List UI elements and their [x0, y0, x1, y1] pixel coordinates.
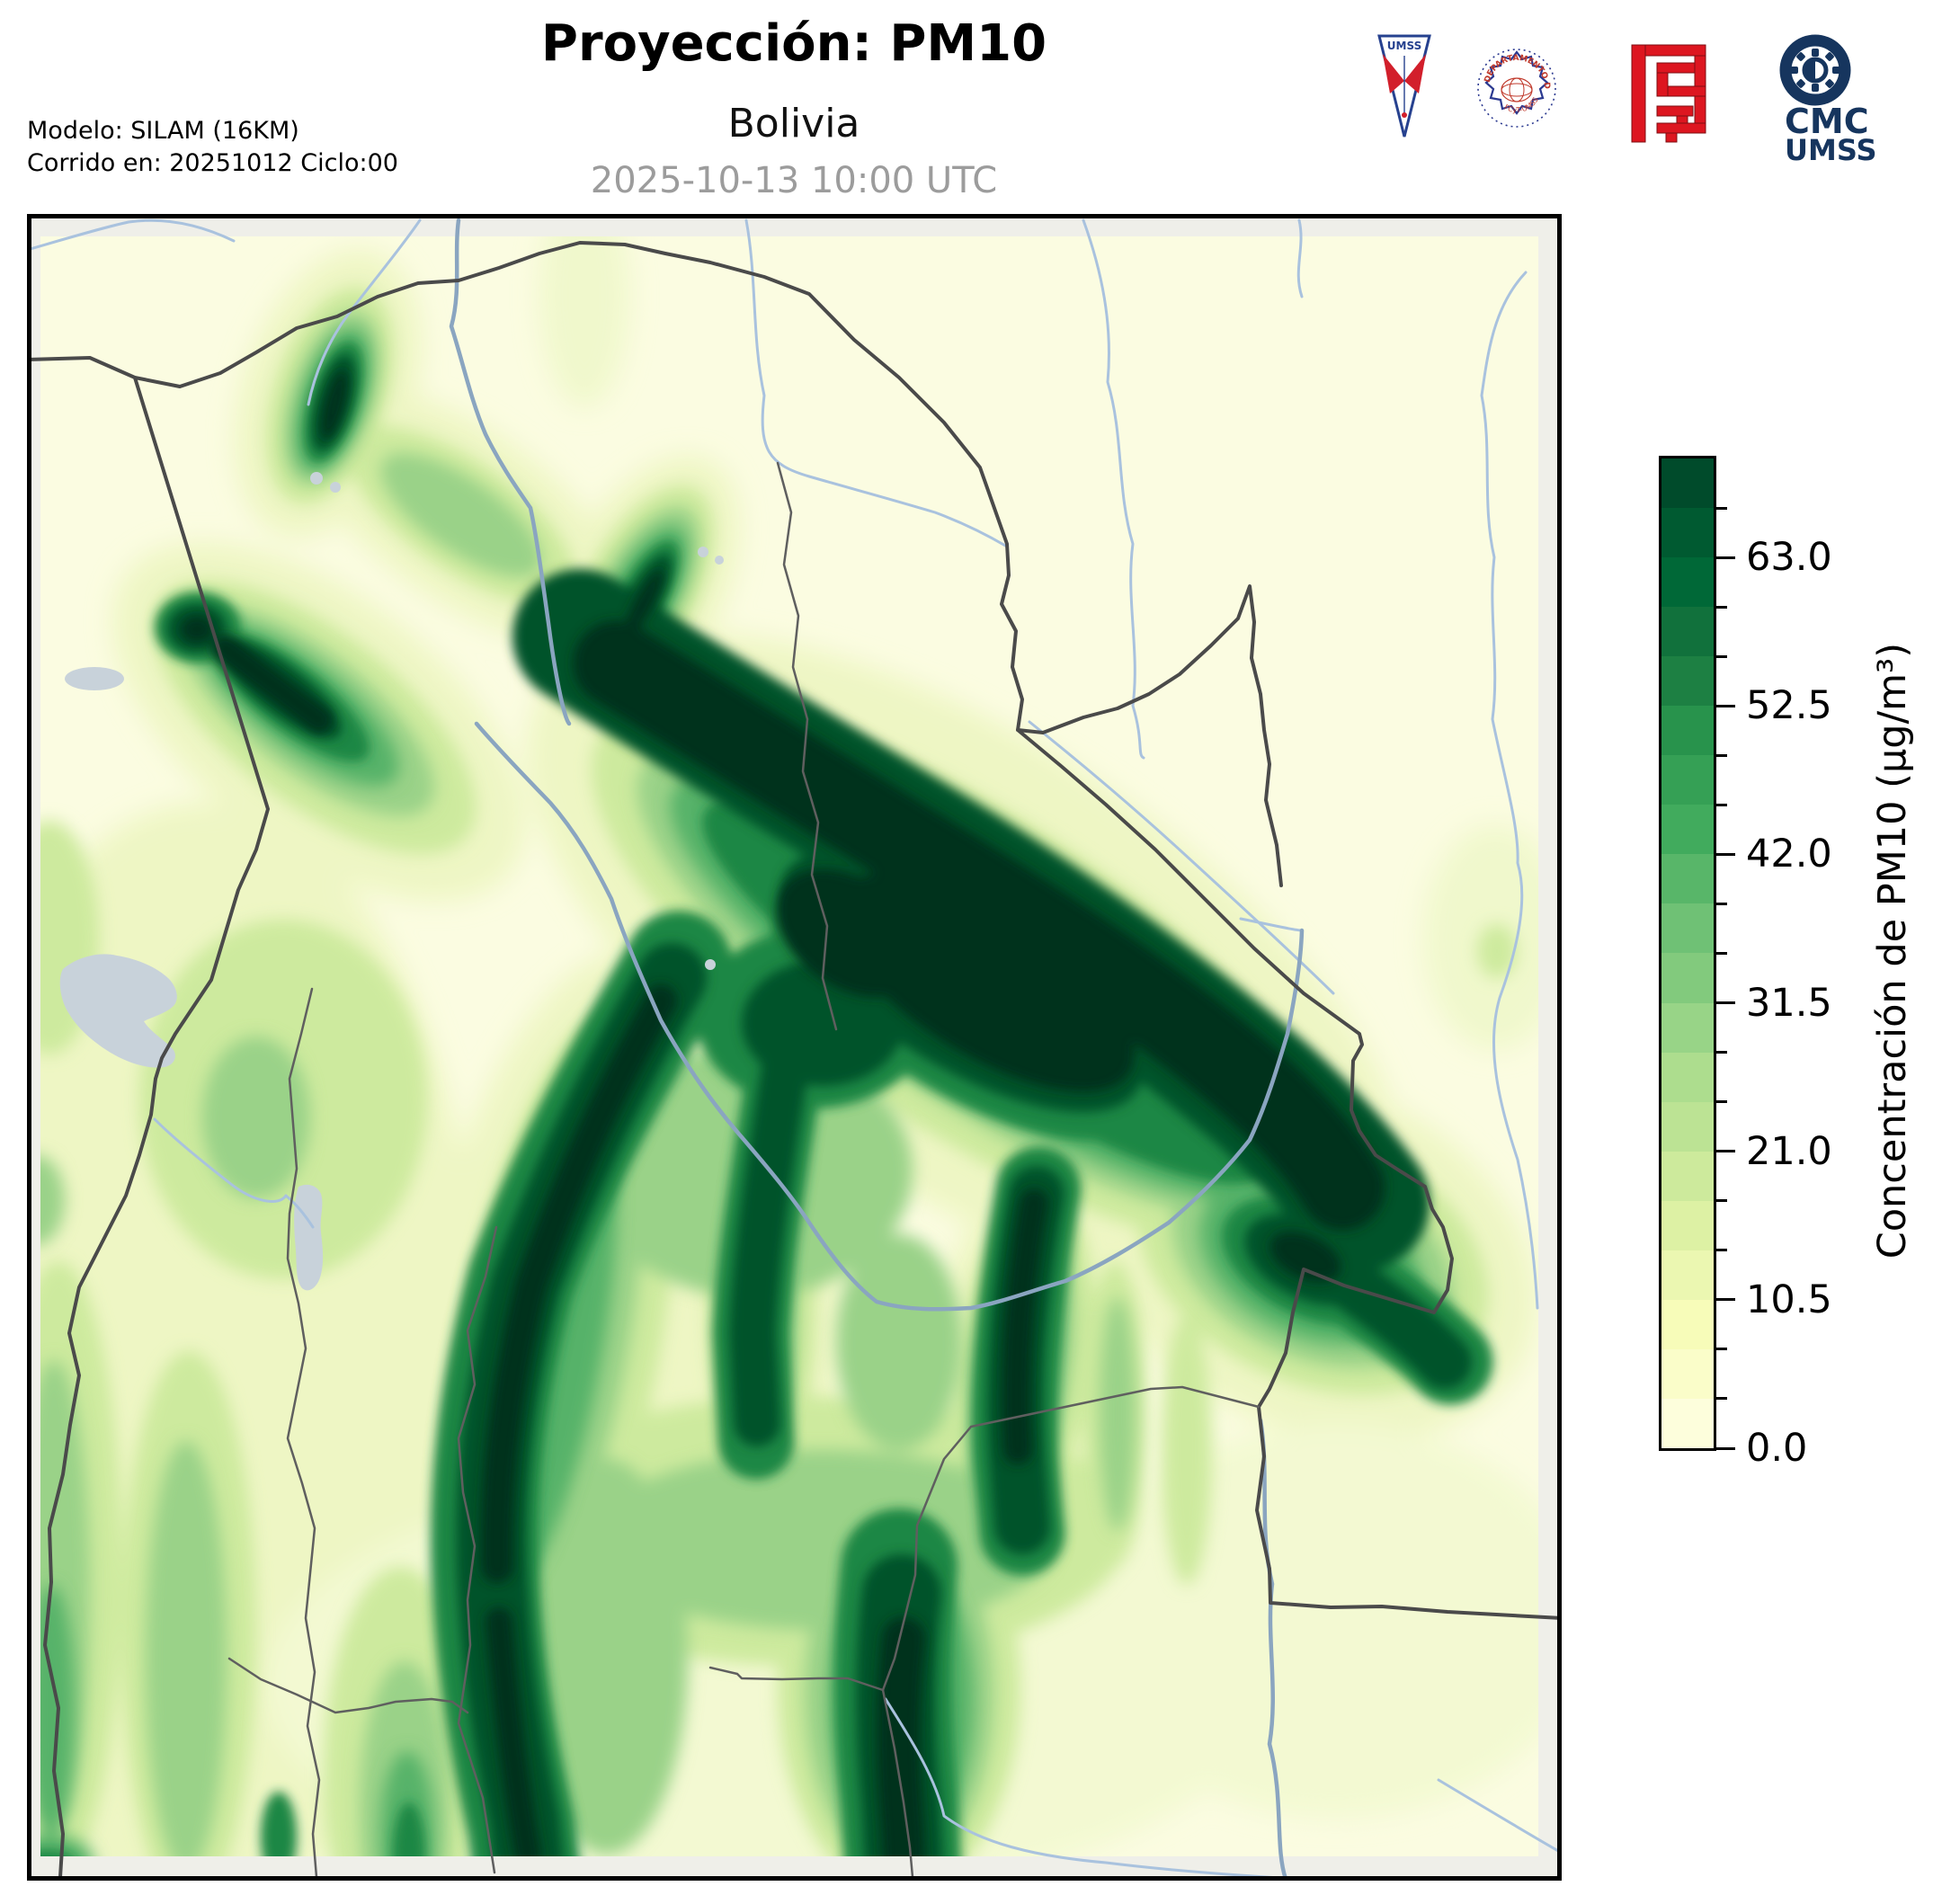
colorbar-tick [1716, 556, 1735, 559]
small-lake [715, 556, 724, 565]
colorbar-tick-label: 0.0 [1746, 1426, 1808, 1471]
lake-poopo [294, 1184, 324, 1291]
colorbar-tick [1716, 1199, 1727, 1203]
small-lake [330, 482, 341, 493]
colorbar-tick [1716, 1051, 1727, 1054]
seal-globe-ring-icon [1501, 83, 1533, 97]
cmc-sun-rays-icon [1790, 49, 1840, 92]
colorbar-tick-label: 42.0 [1746, 832, 1832, 877]
colorbar-segment [1661, 458, 1714, 509]
umss-pennant-logo: UMSS [1377, 34, 1431, 142]
lakes-layer [59, 472, 724, 1291]
colorbar-segment [1661, 1151, 1714, 1201]
colorbar-segment [1661, 1398, 1714, 1448]
colorbar-segment [1661, 1101, 1714, 1152]
cmc-eye-ring-icon [1802, 57, 1829, 84]
rivers-layer [31, 218, 1557, 1876]
fcyt-maze-icon [1631, 44, 1706, 143]
colorbar-tick [1716, 952, 1727, 955]
pennant-red-right-icon [1404, 54, 1426, 93]
colorbar-tick [1716, 1348, 1727, 1351]
colorbar-tick [1716, 654, 1727, 658]
pennant-dot-icon [1402, 112, 1407, 118]
small-lake [698, 547, 708, 557]
colorbar-segment [1661, 557, 1714, 608]
cmc-text-line2: UMSS [1785, 133, 1876, 164]
colorbar-segment [1661, 903, 1714, 954]
colorbar-tick [1716, 852, 1735, 856]
cmc-umss-logo: CMC UMSS [1777, 32, 1885, 167]
colorbar-tick [1716, 902, 1727, 905]
seal-globe-meridian-icon [1509, 77, 1525, 102]
small-lake [310, 472, 323, 485]
colorbar-tick [1716, 605, 1727, 609]
lake-titicaca [59, 954, 177, 1068]
small-lake [65, 667, 124, 690]
cmc-ring-icon [1779, 34, 1851, 106]
colorbar-segment [1661, 755, 1714, 805]
model-info-line2: Corrido en: 20251012 Ciclo:00 [27, 148, 398, 177]
colorbar-tick [1716, 1446, 1735, 1450]
colorbar-segment [1661, 1002, 1714, 1053]
country-border [31, 241, 1557, 1876]
colorbar [1659, 456, 1716, 1451]
pennant-text: UMSS [1387, 40, 1421, 52]
model-info-line1: Modelo: SILAM (16KM) [27, 117, 299, 145]
colorbar-tick [1716, 1298, 1735, 1302]
colorbar-segment [1661, 1348, 1714, 1399]
colorbar-tick [1716, 1001, 1735, 1005]
seal-wavy-border-icon [1484, 50, 1549, 115]
colorbar-tick [1716, 803, 1727, 806]
colorbar-segment [1661, 508, 1714, 558]
colorbar-tick [1716, 506, 1727, 510]
model-info: Modelo: SILAM (16KM) Corrido en: 2025101… [27, 115, 398, 179]
colorbar-axis-label-text: Concentración de PM10 (µg/m³) [1870, 642, 1915, 1259]
map-panel [27, 214, 1562, 1881]
colorbar-segment [1661, 1200, 1714, 1250]
pennant-red-left-icon [1383, 54, 1404, 93]
colorbar-tick [1716, 1397, 1727, 1401]
colorbar-segment [1661, 854, 1714, 904]
colorbar-segment [1661, 1299, 1714, 1349]
colorbar-segments [1661, 458, 1714, 1448]
borders-layer [31, 241, 1557, 1876]
colorbar-tick [1716, 1100, 1727, 1104]
page-subtitle: Bolivia [727, 101, 860, 147]
colorbar-segment [1661, 607, 1714, 657]
departamento-fisica-seal: DEPARTAMENTO DE FÍSICA FCyT-UMSS [1474, 39, 1557, 133]
colorbar-tick-label: 10.5 [1746, 1277, 1832, 1322]
colorbar-tick-label: 52.5 [1746, 683, 1832, 729]
colorbar-segment [1661, 1052, 1714, 1102]
colorbar-segment [1661, 656, 1714, 707]
colorbar-tick-label: 31.5 [1746, 980, 1832, 1026]
colorbar-tick [1716, 1249, 1727, 1252]
colorbar-tick-label: 63.0 [1746, 535, 1832, 581]
colorbar-axis-label: Concentración de PM10 (µg/m³) [1866, 456, 1920, 1446]
small-lake [705, 959, 716, 970]
colorbar-tick [1716, 753, 1727, 757]
colorbar-tick [1716, 1150, 1735, 1153]
colorbar-segment [1661, 706, 1714, 756]
colorbar-segment [1661, 1250, 1714, 1300]
colorbar-segment [1661, 953, 1714, 1003]
colorbar-tick-label: 21.0 [1746, 1128, 1832, 1174]
department-borders [227, 461, 1261, 1876]
page-title: Proyección: PM10 [540, 14, 1047, 73]
pm10-field [40, 236, 1538, 1856]
fcyt-red-logo [1630, 43, 1707, 147]
colorbar-tick [1716, 704, 1735, 707]
colorbar-ticks: 0.0 10.5 21.0 31.5 42.0 52.5 63.0 [1716, 458, 1932, 1471]
map-canvas [31, 218, 1557, 1876]
cmc-text-line1: CMC [1785, 102, 1869, 141]
valid-time-label: 2025-10-13 10:00 UTC [590, 160, 998, 201]
cmc-crescent-icon [1806, 61, 1815, 79]
colorbar-segment [1661, 805, 1714, 855]
